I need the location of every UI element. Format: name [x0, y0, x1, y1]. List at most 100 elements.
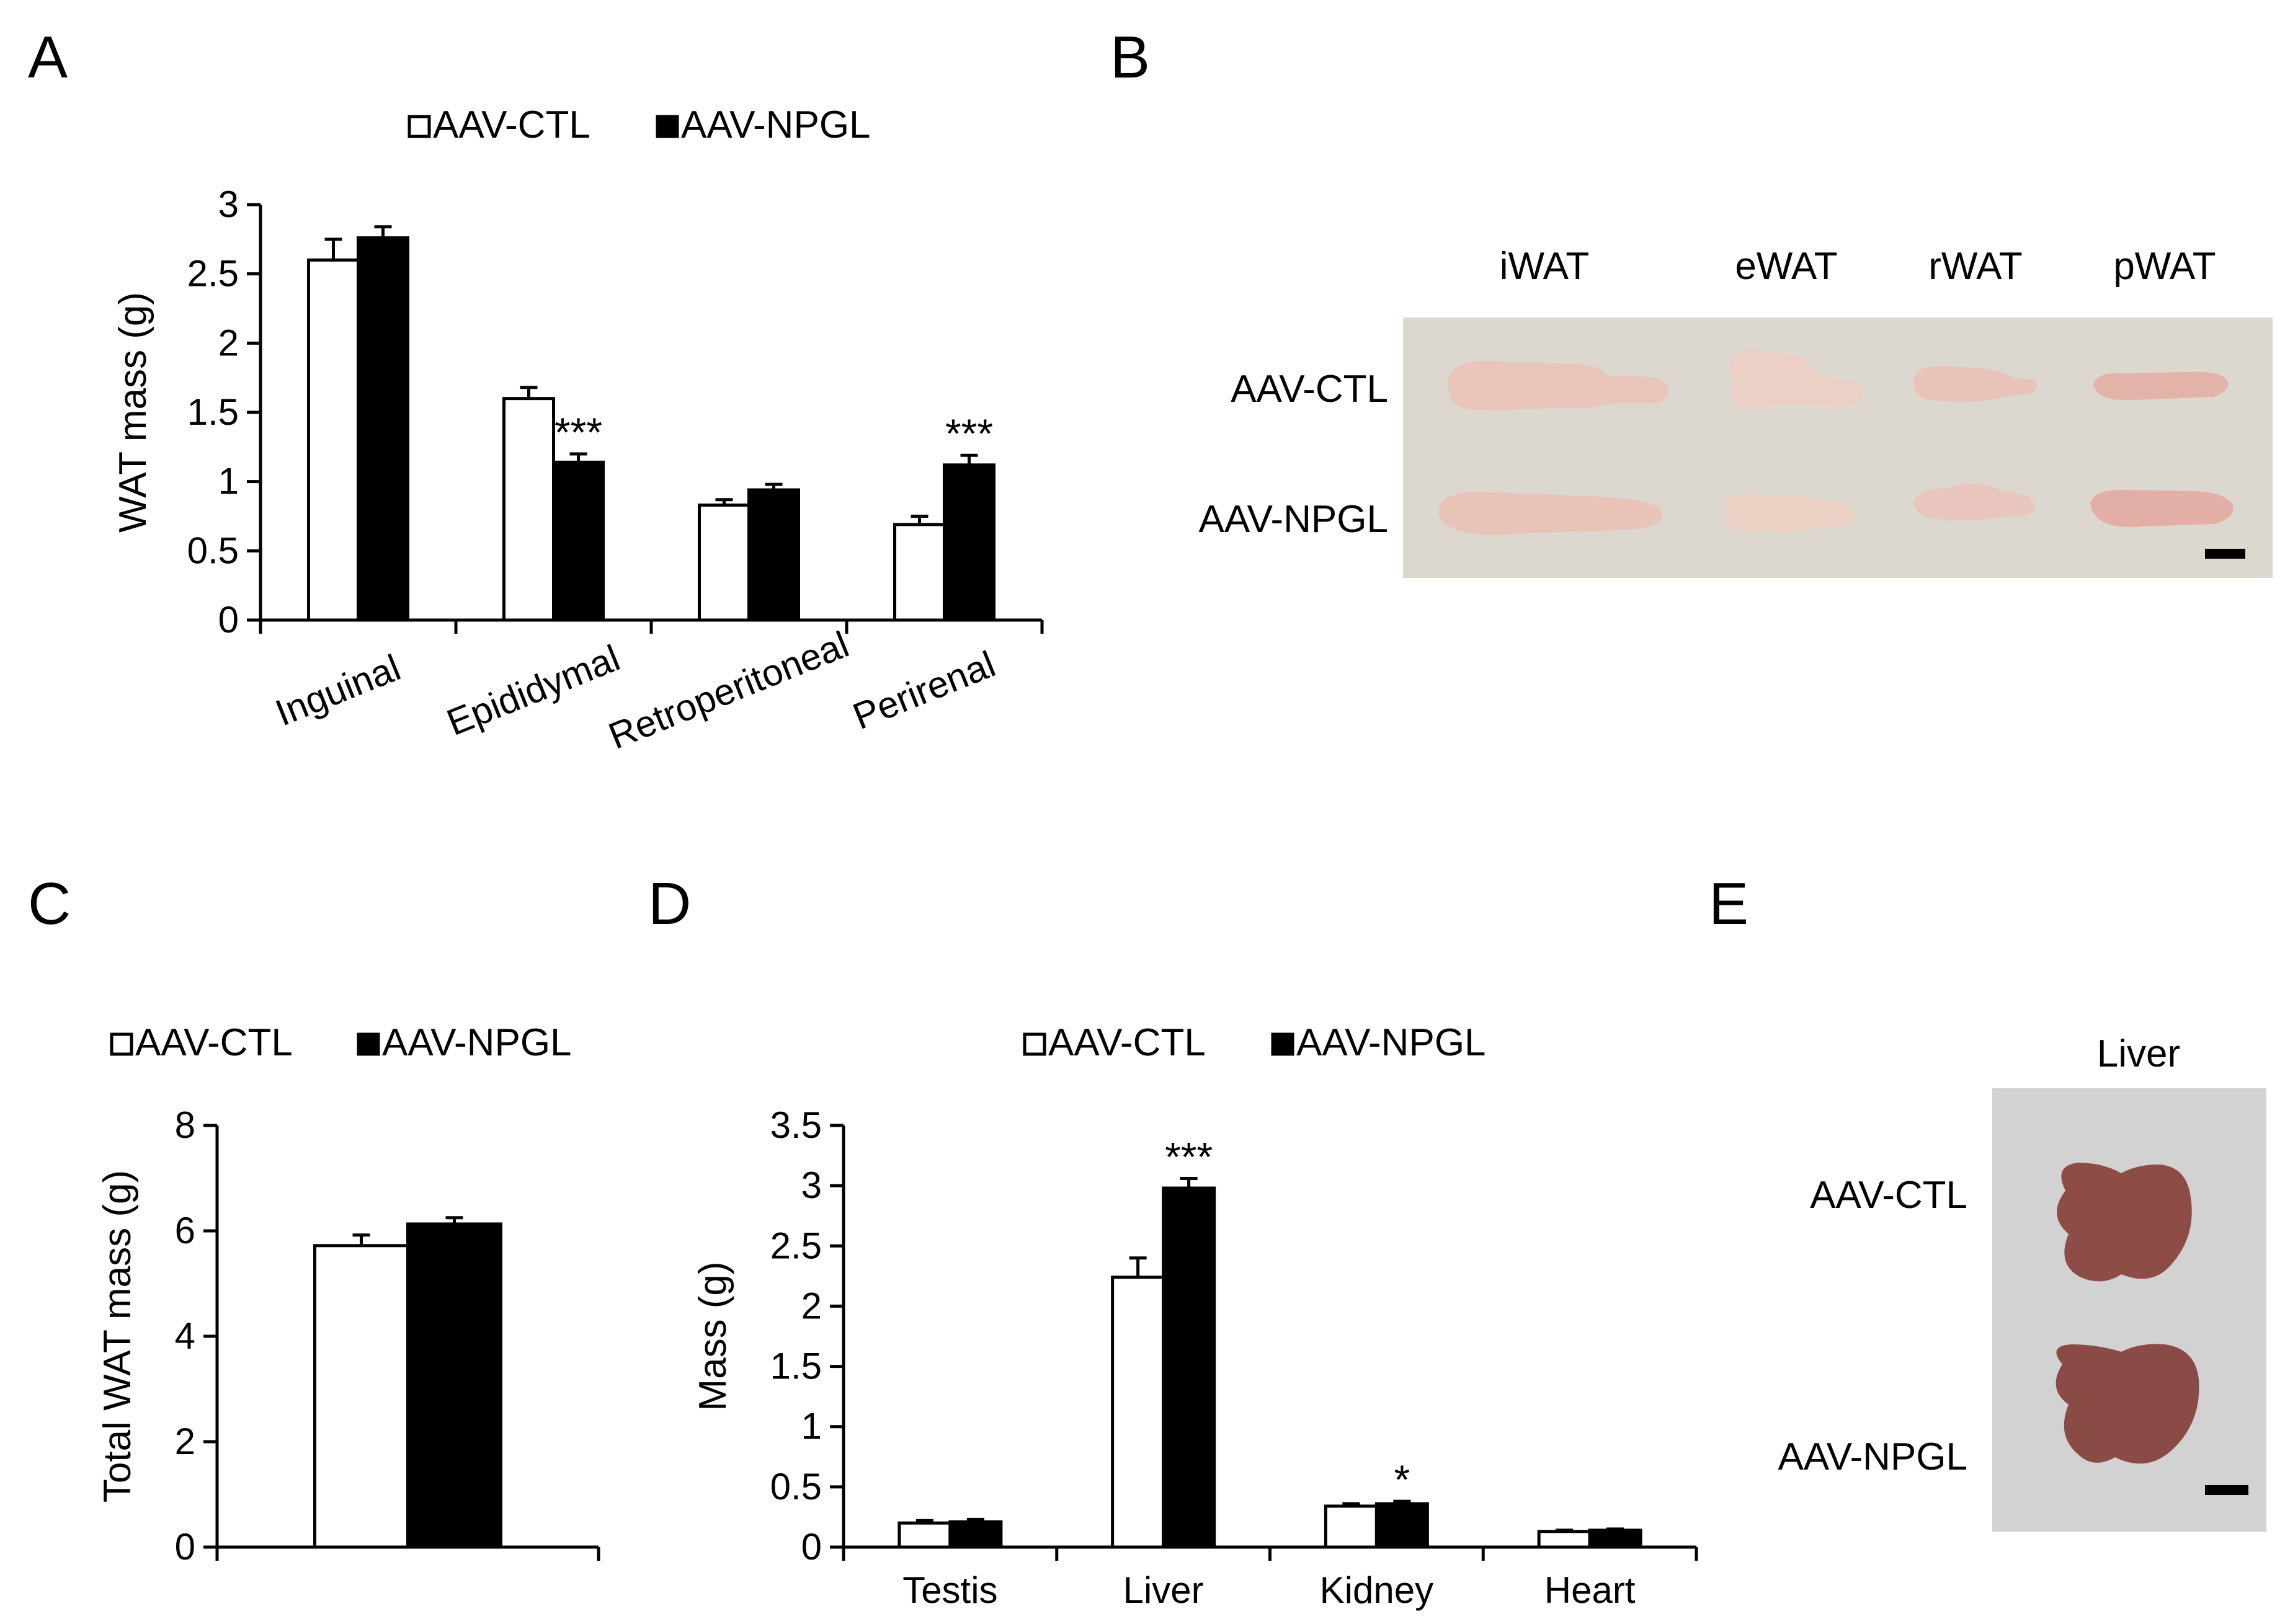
- photo-b-column-label: eWAT: [1735, 245, 1837, 288]
- legend-swatch-ctl: [1023, 1032, 1046, 1056]
- bar: [943, 463, 996, 622]
- bar: [1537, 1530, 1592, 1549]
- x-tick-label: Liver: [1123, 1569, 1204, 1611]
- y-tick-label: 1: [218, 461, 239, 502]
- panel-label-b: B: [1110, 24, 1150, 91]
- y-tick-label: 2: [175, 1421, 195, 1462]
- y-tick-label: 0: [175, 1526, 195, 1568]
- bar: [406, 1222, 502, 1549]
- bar: [898, 1521, 952, 1549]
- tissue-iwat-npgl: [1438, 492, 1662, 535]
- significance-annotation: ***: [945, 410, 993, 456]
- y-tick-label: 3.5: [770, 1104, 822, 1146]
- significance-annotation: *: [1394, 1457, 1410, 1502]
- photo-b-column-label: pWAT: [2113, 245, 2216, 288]
- legend-d: AAV-CTL AAV-NPGL: [1023, 1021, 1486, 1064]
- scale-bar: [2205, 1485, 2248, 1495]
- x-tick-label: Heart: [1544, 1569, 1636, 1611]
- y-tick-label: 1.5: [187, 391, 239, 433]
- tissue-pwat-npgl: [2090, 490, 2234, 527]
- y-tick-label: 1.5: [770, 1346, 822, 1387]
- photo-e-row-label: AAV-CTL: [1810, 1174, 1967, 1217]
- y-tick-label: 2.5: [187, 253, 239, 295]
- bar: [893, 523, 946, 622]
- tissue-ewat-ctl: [1729, 350, 1863, 407]
- legend-swatch-ctl: [110, 1032, 133, 1056]
- legend-label-ctl: AAV-CTL: [433, 104, 590, 146]
- photo-e-row-label: AAV-NPGL: [1778, 1435, 1967, 1478]
- panel-label-d: D: [648, 871, 691, 937]
- chart-c: 0 2 4 6 8 Total WAT mass (g): [96, 1104, 600, 1568]
- legend-swatch-npgl: [357, 1032, 380, 1056]
- chart-a: 0 0.5 1 1.5 2 2.5 3 WAT mass (g) Inguinal Epididy…: [112, 184, 1044, 757]
- bar: [1162, 1186, 1216, 1549]
- legend-swatch-npgl: [1271, 1032, 1294, 1056]
- legend-label-npgl: AAV-NPGL: [681, 104, 871, 146]
- bar: [1111, 1276, 1165, 1549]
- bar: [313, 1244, 409, 1549]
- y-tick-label: 0: [218, 599, 239, 641]
- tissue-iwat-ctl: [1448, 361, 1668, 410]
- bar: [747, 488, 800, 622]
- legend-label-npgl: AAV-NPGL: [382, 1021, 572, 1064]
- x-tick-label: Retroperitoneal: [603, 623, 854, 757]
- tissue-pwat-ctl: [2093, 371, 2229, 401]
- photo-b-background: [1403, 317, 2273, 578]
- y-tick-label: 0.5: [187, 530, 239, 571]
- legend-swatch-ctl: [408, 115, 431, 138]
- significance-annotation: ***: [555, 409, 602, 455]
- x-tick-label: Inguinal: [270, 647, 406, 734]
- photo-e-background: [1992, 1088, 2266, 1532]
- bar: [357, 236, 409, 622]
- x-tick-label: Epididymal: [441, 637, 625, 743]
- y-tick-label: 2: [801, 1285, 822, 1326]
- legend-c: AAV-CTL AAV-NPGL: [110, 1021, 572, 1064]
- photo-b-column-label: iWAT: [1500, 245, 1590, 288]
- panel-label-c: C: [28, 871, 71, 937]
- y-axis-title: Mass (g): [692, 1261, 734, 1411]
- bar: [1374, 1502, 1429, 1549]
- legend-a: AAV-CTL AAV-NPGL: [408, 104, 871, 146]
- legend-label-ctl: AAV-CTL: [135, 1021, 293, 1064]
- chart-d: 0 0.5 1 1.5 2 2.5 3 3.5 Mass (g) Testis Liver Kidne…: [692, 1104, 1698, 1611]
- photo-b-column-label: rWAT: [1928, 245, 2023, 288]
- y-tick-label: 2.5: [770, 1225, 822, 1266]
- legend-label-npgl: AAV-NPGL: [1296, 1021, 1486, 1064]
- photo-e-title: Liver: [2097, 1032, 2180, 1075]
- x-tick-label: Testis: [902, 1569, 997, 1611]
- y-tick-label: 6: [175, 1210, 195, 1251]
- y-tick-label: 0: [801, 1526, 822, 1568]
- significance-annotation: ***: [1165, 1134, 1213, 1179]
- photo-b-row-label: AAV-CTL: [1231, 368, 1388, 410]
- tissue-rwat-ctl: [1913, 366, 2037, 402]
- legend-label-ctl: AAV-CTL: [1048, 1021, 1206, 1064]
- legend-swatch-npgl: [656, 115, 679, 138]
- bar: [1324, 1504, 1378, 1549]
- y-tick-label: 3: [801, 1165, 822, 1206]
- photo-b: iWAT eWAT rWAT pWAT AAV-CTL AAV-NPGL: [1198, 245, 2273, 578]
- x-tick-label: Perirenal: [847, 643, 1001, 737]
- y-tick-label: 3: [218, 184, 239, 225]
- y-tick-label: 1: [801, 1406, 822, 1447]
- liver-npgl: [2056, 1344, 2199, 1464]
- photo-b-row-label: AAV-NPGL: [1198, 498, 1388, 541]
- bar: [552, 460, 605, 622]
- y-tick-label: 8: [175, 1104, 195, 1146]
- bar: [307, 258, 360, 622]
- y-tick-label: 0.5: [770, 1466, 822, 1507]
- x-tick-label: Kidney: [1320, 1569, 1433, 1611]
- y-axis-title: Total WAT mass (g): [96, 1170, 139, 1502]
- y-tick-label: 4: [175, 1315, 195, 1357]
- photo-e: Liver AAV-CTL AAV-NPGL: [1778, 1032, 2266, 1532]
- bar: [948, 1520, 1003, 1549]
- tissue-ewat-npgl: [1724, 494, 1854, 533]
- bar: [502, 397, 555, 622]
- tissue-rwat-npgl: [1913, 484, 2034, 521]
- bar: [1588, 1529, 1642, 1549]
- bar: [698, 504, 751, 622]
- scale-bar: [2205, 549, 2245, 559]
- panel-label-e: E: [1709, 871, 1748, 937]
- y-axis-title: WAT mass (g): [112, 292, 154, 533]
- y-tick-label: 2: [218, 322, 239, 363]
